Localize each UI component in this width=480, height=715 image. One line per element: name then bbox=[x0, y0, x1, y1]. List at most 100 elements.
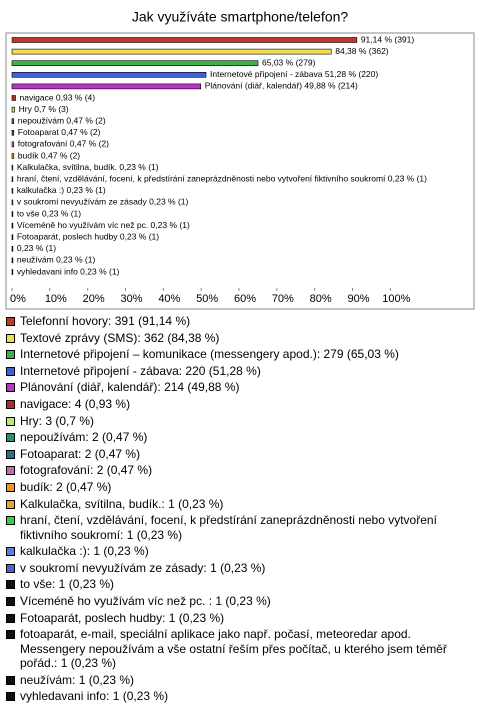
legend-item: nepoužívám: 2 (0,47 %) bbox=[6, 430, 472, 444]
legend-label: Víceméně ho využívám víc než pc. : 1 (0,… bbox=[20, 593, 271, 608]
legend-item: navigace: 4 (0,93 %) bbox=[6, 397, 472, 411]
value-label: Fotoaparat 0,47 % (2) bbox=[18, 127, 101, 137]
bar bbox=[11, 60, 259, 67]
bar bbox=[11, 199, 14, 206]
legend-item: neužívám: 1 (0,23 %) bbox=[6, 673, 472, 687]
legend-label: Plánování (diář, kalendář): 214 (49,88 %… bbox=[20, 380, 240, 395]
legend-label: nepoužívám: 2 (0,47 %) bbox=[20, 430, 148, 445]
plot-frame bbox=[5, 32, 475, 310]
legend-swatch bbox=[6, 675, 15, 685]
bar bbox=[11, 188, 14, 194]
legend-label: Hry: 3 (0,7 %) bbox=[20, 413, 95, 428]
x-tick-label: 50% bbox=[196, 293, 218, 305]
legend-item: v soukromí nevyužívám ze zásady: 1 (0,23… bbox=[6, 561, 472, 575]
value-label: Hry 0,7 % (3) bbox=[19, 104, 69, 114]
bar bbox=[11, 246, 14, 252]
bar bbox=[11, 48, 332, 55]
value-label: 84,38 % (362) bbox=[335, 46, 389, 56]
legend-label: fotografování: 2 (0,47 %) bbox=[20, 463, 153, 478]
legend-label: v soukromí nevyužívám ze zásady: 1 (0,23… bbox=[20, 560, 266, 575]
x-tick-label: 0% bbox=[10, 293, 26, 305]
bar bbox=[11, 234, 14, 240]
value-label: 0,23 % (1) bbox=[17, 243, 56, 253]
value-label: Fotoaparát, poslech hudby 0,23 % (1) bbox=[17, 231, 159, 241]
legend-swatch bbox=[6, 547, 15, 557]
legend-item: Kalkulačka, svítilna, budík.: 1 (0,23 %) bbox=[6, 497, 472, 511]
legend-swatch bbox=[6, 333, 15, 343]
legend-swatch bbox=[6, 366, 15, 376]
legend-item: Internetové připojení – komunikace (mess… bbox=[6, 347, 472, 361]
bar bbox=[11, 211, 14, 217]
legend-item: fotografování: 2 (0,47 %) bbox=[6, 463, 472, 477]
legend-label: Kalkulačka, svítilna, budík.: 1 (0,23 %) bbox=[20, 496, 224, 511]
x-tick-label: 40% bbox=[158, 293, 180, 305]
legend-item: budík: 2 (0,47 %) bbox=[6, 480, 472, 494]
legend-swatch bbox=[6, 516, 15, 526]
value-label: Víceméně ho využívám víc než pc. 0,23 % … bbox=[17, 220, 190, 230]
value-label: kalkulačka :) 0,23 % (1) bbox=[17, 185, 106, 195]
legend-label: kalkulačka :): 1 (0,23 %) bbox=[20, 544, 149, 559]
legend-label: Textové zprávy (SMS): 362 (84,38 %) bbox=[20, 330, 220, 345]
chart-title: Jak využíváte smartphone/telefon? bbox=[132, 9, 349, 25]
legend-label: navigace: 4 (0,93 %) bbox=[20, 396, 131, 411]
value-label: Kalkulačka, svítilna, budík. 0,23 % (1) bbox=[17, 162, 159, 172]
legend: Telefonní hovory: 391 (91,14 %) Textové z… bbox=[6, 314, 472, 706]
legend-swatch bbox=[6, 383, 15, 393]
x-tick-label: 20% bbox=[83, 293, 105, 305]
legend-label: fotoaparát, e-mail, speciální aplikace j… bbox=[20, 627, 447, 670]
bar bbox=[11, 37, 358, 43]
legend-label: to vše: 1 (0,23 %) bbox=[20, 577, 115, 592]
legend-item: Víceméně ho využívám víc než pc. : 1 (0,… bbox=[6, 594, 472, 608]
x-tick-label: 30% bbox=[120, 293, 142, 305]
bar bbox=[11, 95, 16, 101]
legend-item: fotoaparát, e-mail, speciální aplikace j… bbox=[6, 627, 472, 670]
legend-swatch bbox=[6, 399, 15, 409]
legend-label: hraní, čtení, vzdělávání, focení, k před… bbox=[20, 513, 437, 542]
value-label: navigace 0,93 % (4) bbox=[20, 92, 96, 102]
bar bbox=[11, 164, 14, 171]
legend-swatch bbox=[6, 630, 15, 640]
value-label: vyhledavani info 0,23 % (1) bbox=[17, 266, 120, 276]
legend-item: Telefonní hovory: 391 (91,14 %) bbox=[6, 314, 472, 328]
x-tick-label: 80% bbox=[310, 293, 332, 305]
legend-item: Fotoaparat: 2 (0,47 %) bbox=[6, 447, 472, 461]
bar bbox=[11, 176, 14, 182]
legend-swatch bbox=[6, 350, 15, 360]
legend-item: kalkulačka :): 1 (0,23 %) bbox=[6, 544, 472, 558]
value-label: neužívám 0,23 % (1) bbox=[17, 255, 96, 265]
bar bbox=[11, 106, 15, 113]
legend-swatch bbox=[6, 692, 15, 702]
legend-label: neužívám: 1 (0,23 %) bbox=[20, 672, 135, 687]
legend-label: Fotoaparát, poslech hudby: 1 (0,23 %) bbox=[20, 610, 225, 625]
legend-item: hraní, čtení, vzdělávání, focení, k před… bbox=[6, 513, 472, 542]
bar bbox=[11, 83, 202, 90]
value-label: 65,03 % (279) bbox=[262, 57, 316, 67]
bar bbox=[11, 141, 15, 148]
legend-swatch bbox=[6, 482, 15, 492]
value-label: 91,14 % (391) bbox=[361, 34, 415, 44]
legend-swatch bbox=[6, 499, 15, 509]
value-label: to vše 0,23 % (1) bbox=[17, 208, 81, 218]
legend-label: budík: 2 (0,47 %) bbox=[20, 479, 112, 494]
value-label: Internetové připojení - zábava 51,28 % (… bbox=[210, 69, 378, 79]
legend-item: to vše: 1 (0,23 %) bbox=[6, 577, 472, 591]
legend-swatch bbox=[6, 596, 15, 606]
value-label: Plánování (diář, kalendář) 49,88 % (214) bbox=[205, 81, 358, 91]
legend-item: Plánování (diář, kalendář): 214 (49,88 %… bbox=[6, 380, 472, 394]
bar bbox=[11, 222, 14, 229]
bar bbox=[11, 130, 15, 136]
x-tick-label: 60% bbox=[234, 293, 256, 305]
bar bbox=[11, 72, 207, 78]
legend-swatch bbox=[6, 563, 15, 573]
legend-item: vyhledavani info: 1 (0,23 %) bbox=[6, 689, 472, 703]
legend-label: Telefonní hovory: 391 (91,14 %) bbox=[20, 314, 191, 328]
value-label: nepoužívám 0,47 % (2) bbox=[18, 115, 106, 125]
value-label: hraní, čtení, vzdělávání, focení, k před… bbox=[17, 173, 427, 183]
chart: Jak využíváte smartphone/telefon? 0% 10% 2… bbox=[5, 9, 475, 310]
legend-item: Internetové připojení - zábava: 220 (51,… bbox=[6, 364, 472, 378]
legend-item: Hry: 3 (0,7 %) bbox=[6, 414, 472, 428]
legend-label: vyhledavani info: 1 (0,23 %) bbox=[20, 689, 169, 704]
value-label: budík 0,47 % (2) bbox=[18, 150, 81, 160]
legend-item: Fotoaparát, poslech hudby: 1 (0,23 %) bbox=[6, 611, 472, 625]
